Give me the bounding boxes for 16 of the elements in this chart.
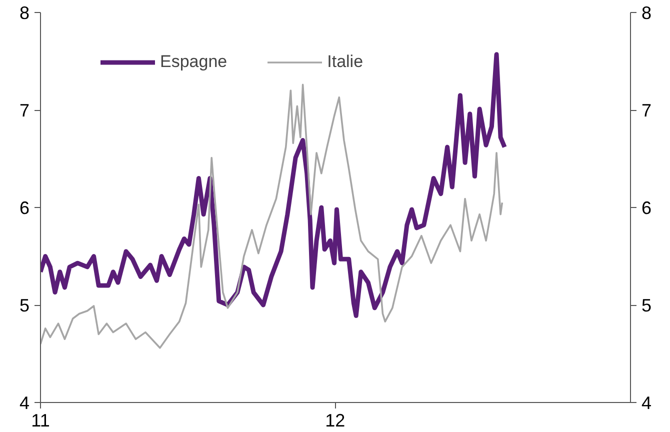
y-tick-label: 5 (19, 296, 30, 316)
y2-tick-label: 8 (642, 3, 652, 23)
line-series (40, 52, 507, 318)
legend-label: Italie (327, 52, 364, 72)
y-tick-label: 8 (19, 3, 30, 23)
y-tick-label: 4 (19, 393, 30, 413)
line-series (40, 84, 504, 349)
y2-tick-label: 7 (642, 100, 652, 120)
x-tick-label: 11 (31, 410, 50, 430)
y-tick-label: 7 (19, 100, 30, 120)
y2-tick-label: 5 (642, 296, 652, 316)
x-tick-label: 12 (325, 410, 346, 430)
y2-tick-label: 6 (642, 198, 652, 218)
legend-label: Espagne (160, 52, 228, 72)
y-tick-label: 6 (19, 198, 30, 218)
y2-tick-label: 4 (642, 393, 652, 413)
